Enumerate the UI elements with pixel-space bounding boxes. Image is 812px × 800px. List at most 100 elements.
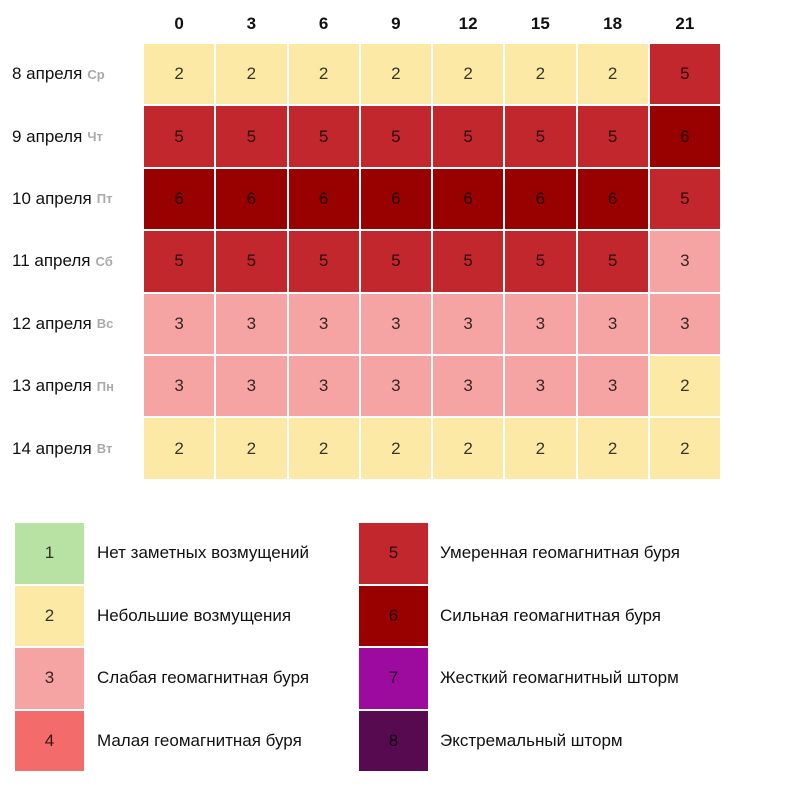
cell: 2 [287, 43, 360, 106]
weekday: Ср [87, 66, 105, 82]
legend-label: Умеренная геомагнитная буря [440, 543, 680, 563]
legend-label: Сильная геомагнитная буря [440, 605, 661, 625]
cell: 3 [648, 292, 721, 355]
cell: 5 [648, 167, 721, 231]
cell: 3 [504, 355, 577, 418]
cell: 3 [143, 292, 216, 355]
cell: 3 [359, 292, 432, 355]
cell: 6 [432, 167, 505, 231]
weekday: Вс [96, 316, 114, 332]
cell: 3 [432, 355, 505, 418]
legend-swatch: 8 [358, 709, 429, 772]
date: 14 апреля [12, 438, 92, 458]
cell: 6 [215, 167, 288, 231]
legend-swatch: 3 [14, 647, 85, 710]
column-header: 12 [458, 14, 478, 33]
legend-swatch: 4 [14, 709, 85, 772]
column-header: 15 [530, 14, 550, 33]
cell: 2 [648, 355, 721, 418]
cell: 5 [143, 230, 216, 293]
row-label: 14 апреля Вт [12, 417, 112, 479]
cell: 3 [359, 355, 432, 418]
row-label: 13 апреля Пн [12, 355, 114, 417]
cell: 3 [215, 292, 288, 355]
cell: 5 [504, 105, 577, 168]
date: 13 апреля [12, 376, 92, 396]
column-header: 3 [246, 14, 257, 33]
cell: 2 [215, 417, 288, 480]
cell: 3 [287, 355, 360, 418]
cell: 5 [215, 230, 288, 293]
cell: 6 [143, 167, 216, 231]
column-header: 0 [174, 14, 184, 33]
cell: 2 [359, 417, 432, 480]
cell: 6 [648, 105, 721, 168]
weekday: Сб [95, 253, 113, 269]
cell: 5 [576, 105, 649, 168]
cell: 2 [432, 43, 505, 106]
cell: 5 [215, 105, 288, 168]
cell: 5 [359, 230, 432, 293]
column-header: 18 [603, 14, 623, 33]
row-label: 11 апреля Сб [12, 230, 113, 292]
cell: 3 [432, 292, 505, 355]
cell: 6 [359, 167, 432, 231]
cell: 2 [215, 43, 288, 106]
weekday: Вт [96, 441, 113, 457]
legend-swatch: 7 [358, 647, 429, 710]
cell: 5 [576, 230, 649, 293]
cell: 6 [504, 167, 577, 231]
cell: 2 [143, 417, 216, 480]
legend-label: Жесткий геомагнитный шторм [440, 668, 679, 688]
legend-label: Нет заметных возмущений [97, 543, 310, 563]
date: 12 апреля [12, 313, 92, 333]
cell: 2 [432, 417, 505, 480]
cell: 2 [576, 43, 649, 106]
cell: 3 [576, 355, 649, 418]
cell: 5 [287, 105, 360, 168]
cell: 2 [287, 417, 360, 480]
cell: 5 [648, 43, 721, 106]
legend-label: Слабая геомагнитная буря [97, 668, 310, 688]
cell: 3 [504, 292, 577, 355]
weekday: Пт [96, 191, 113, 207]
date: 10 апреля [12, 188, 92, 208]
cell: 5 [504, 230, 577, 293]
cell: 5 [432, 230, 505, 293]
row-label: 8 апреля Ср [12, 43, 105, 105]
cell: 5 [143, 105, 216, 168]
legend-swatch: 6 [358, 584, 429, 647]
cell: 3 [143, 355, 216, 418]
cell: 3 [215, 355, 288, 418]
legend-swatch: 1 [14, 522, 85, 585]
cell: 3 [287, 292, 360, 355]
cell: 2 [504, 43, 577, 106]
cell: 2 [143, 43, 216, 106]
row-label: 10 апреля Пт [12, 168, 112, 230]
legend-label: Экстремальный шторм [440, 730, 623, 750]
cell: 5 [432, 105, 505, 168]
weekday: Чт [87, 129, 103, 145]
cell: 6 [576, 167, 649, 231]
cell: 2 [359, 43, 432, 106]
legend-swatch: 2 [14, 584, 85, 647]
date: 9 апреля [12, 126, 83, 146]
weekday: Пн [96, 378, 114, 394]
cell: 3 [576, 292, 649, 355]
column-header: 21 [675, 14, 695, 33]
cell: 2 [504, 417, 577, 480]
cell: 5 [287, 230, 360, 293]
column-header: 6 [318, 14, 329, 33]
column-header: 9 [391, 14, 401, 33]
date: 11 апреля [12, 251, 91, 271]
cell: 2 [648, 417, 721, 480]
row-label: 12 апреля Вс [12, 293, 113, 355]
row-label: 9 апреля Чт [12, 105, 103, 167]
date: 8 апреля [12, 64, 83, 84]
cell: 6 [287, 167, 360, 231]
legend-swatch: 5 [358, 522, 429, 585]
cell: 2 [576, 417, 649, 480]
legend-label: Небольшие возмущения [97, 605, 292, 625]
cell: 5 [359, 105, 432, 168]
